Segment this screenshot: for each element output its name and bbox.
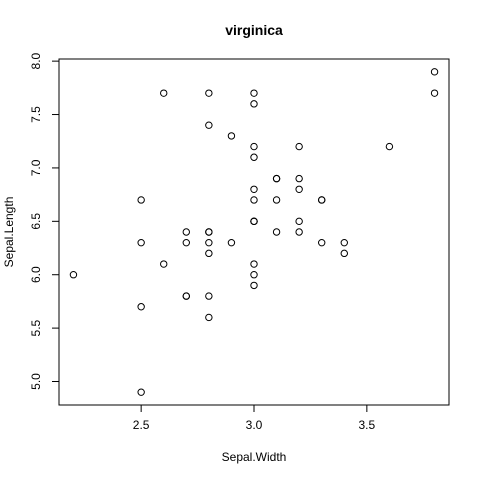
x-tick-label: 3.5 (359, 418, 376, 432)
y-axis-label: Sepal.Length (2, 197, 16, 268)
plot-frame (58, 58, 450, 406)
data-point (250, 217, 258, 226)
x-axis-label: Sepal.Width (222, 450, 287, 464)
data-point (182, 238, 190, 247)
data-point (160, 89, 168, 97)
data-point (295, 185, 303, 193)
data-point (250, 271, 258, 279)
data-point (295, 174, 303, 183)
data-point (250, 153, 258, 161)
data-point (250, 100, 258, 108)
x-tick-label: 2.5 (133, 418, 150, 432)
data-point (250, 196, 258, 204)
data-point (340, 249, 348, 258)
data-point (250, 89, 258, 97)
y-tick-label: 5.5 (29, 319, 43, 336)
data-point (318, 238, 326, 247)
data-point (430, 89, 439, 97)
data-point (295, 228, 303, 236)
data-point (295, 217, 303, 226)
data-point (205, 89, 213, 97)
data-point (250, 281, 258, 290)
data-point (160, 260, 168, 268)
data-point (205, 313, 213, 322)
data-point (137, 238, 145, 247)
data-point (295, 142, 303, 151)
x-tick-label: 3.0 (246, 418, 263, 432)
data-point (272, 174, 281, 183)
y-tick-label: 8.0 (29, 52, 43, 69)
y-tick-label: 7.5 (29, 106, 43, 123)
data-point (205, 249, 213, 258)
y-tick-label: 6.5 (29, 213, 43, 230)
data-point (205, 238, 213, 247)
data-point (137, 196, 145, 204)
data-point (250, 142, 258, 151)
data-point (250, 260, 258, 268)
data-point (430, 68, 439, 76)
data-point (182, 228, 190, 236)
data-point (227, 132, 236, 140)
data-point (182, 292, 190, 300)
data-point (69, 271, 78, 279)
chart-title: virginica (225, 22, 283, 38)
data-point (272, 196, 281, 204)
data-point (272, 228, 281, 236)
data-point (318, 196, 326, 204)
data-point (340, 238, 348, 247)
data-point (205, 121, 213, 129)
y-axis: 5.0 5.5 6.0 6.5 7.0 7.5 8.0 (29, 52, 60, 390)
data-point (250, 185, 258, 193)
y-tick-label: 6.0 (29, 266, 43, 283)
data-points (69, 68, 439, 396)
x-axis: 2.5 3.0 3.5 (133, 404, 376, 432)
data-point (205, 292, 213, 300)
data-point (137, 388, 145, 396)
y-tick-label: 5.0 (29, 373, 43, 390)
data-point (385, 142, 394, 151)
data-point (227, 238, 236, 247)
data-point (137, 303, 145, 311)
y-tick-label: 7.0 (29, 159, 43, 176)
data-point (205, 228, 213, 236)
